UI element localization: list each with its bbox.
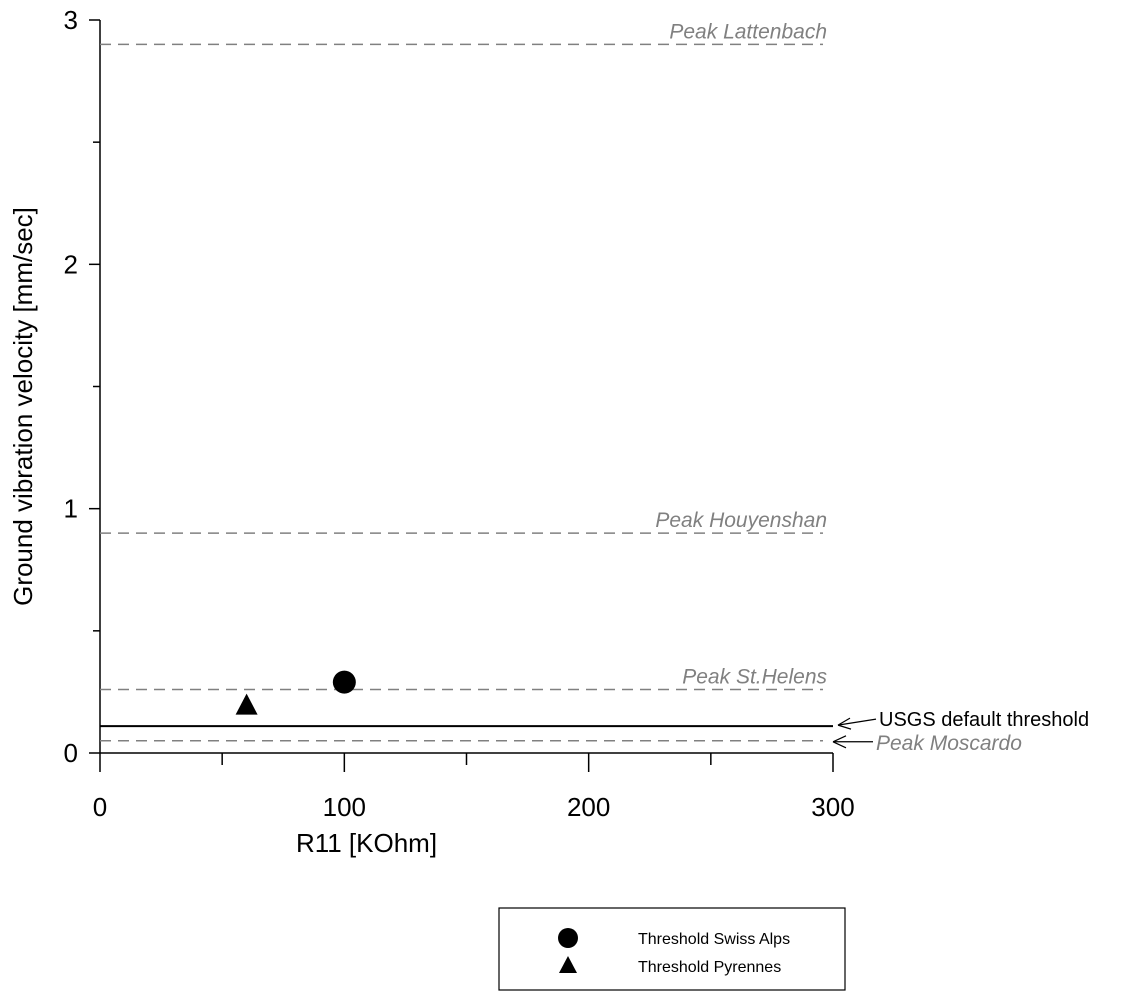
data-point-circle	[332, 670, 356, 694]
y-axis-title: Ground vibration velocity [mm/sec]	[8, 207, 38, 606]
legend-box	[498, 907, 846, 991]
plot-area: 0 1 2 3 0 100 200 300 R11 [KOhm] Ground vibration…	[8, 5, 1089, 991]
y-tick-label: 1	[64, 494, 78, 524]
data-point-triangle	[235, 693, 258, 715]
usgs-arrow-head	[837, 717, 852, 730]
x-tick-label: 0	[93, 792, 107, 822]
legend-marker-circle	[558, 928, 578, 948]
x-axis-title: R11 [KOhm]	[296, 828, 437, 858]
x-tick-label: 200	[567, 792, 610, 822]
moscardo-arrow-head	[832, 735, 847, 749]
reference-label: Peak Moscardo	[876, 732, 1022, 755]
y-tick-label: 2	[64, 249, 78, 279]
reference-label: Peak St.Helens	[682, 665, 827, 688]
reference-label: Peak Houyenshan	[655, 509, 827, 532]
x-tick-label: 300	[811, 792, 854, 822]
legend-label: Threshold Pyrennes	[638, 959, 781, 976]
y-tick-label: 0	[64, 738, 78, 768]
reference-label: USGS default threshold	[879, 709, 1089, 731]
legend-marker-triangle	[559, 956, 577, 973]
legend-label: Threshold Swiss Alps	[638, 931, 790, 948]
x-tick-label: 100	[323, 792, 366, 822]
y-tick-label: 3	[64, 5, 78, 35]
usgs-arrow	[837, 718, 877, 726]
reference-label: Peak Lattenbach	[669, 20, 827, 43]
